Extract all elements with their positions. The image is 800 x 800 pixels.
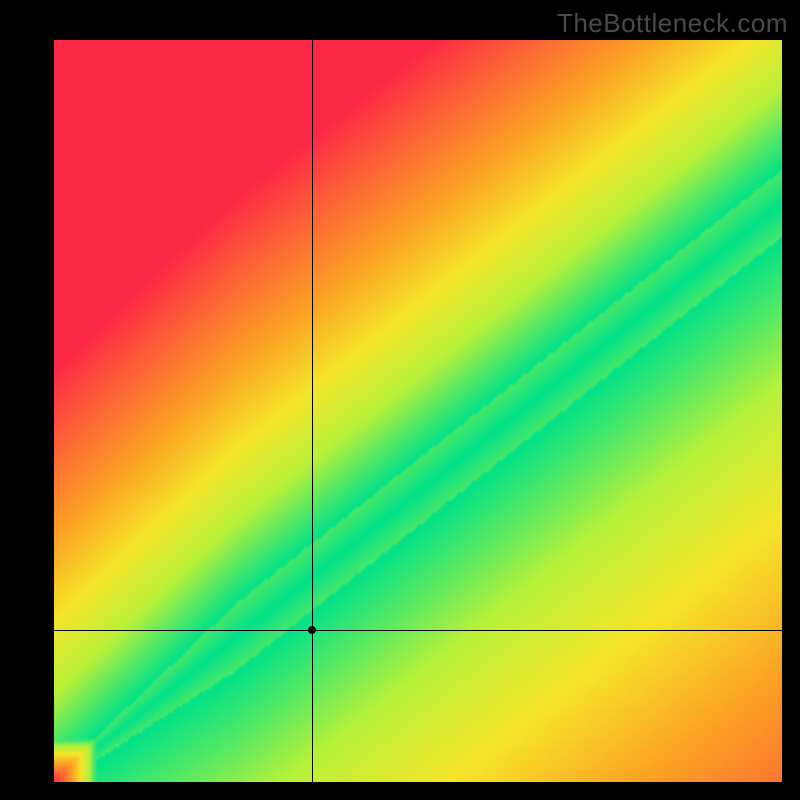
crosshair-horizontal — [54, 630, 782, 631]
crosshair-vertical — [312, 40, 313, 782]
bottleneck-heatmap — [54, 40, 782, 782]
chart-outer: TheBottleneck.com — [0, 0, 800, 800]
plot-frame — [54, 40, 782, 782]
selection-marker-dot[interactable] — [308, 626, 316, 634]
watermark-text: TheBottleneck.com — [557, 8, 788, 39]
